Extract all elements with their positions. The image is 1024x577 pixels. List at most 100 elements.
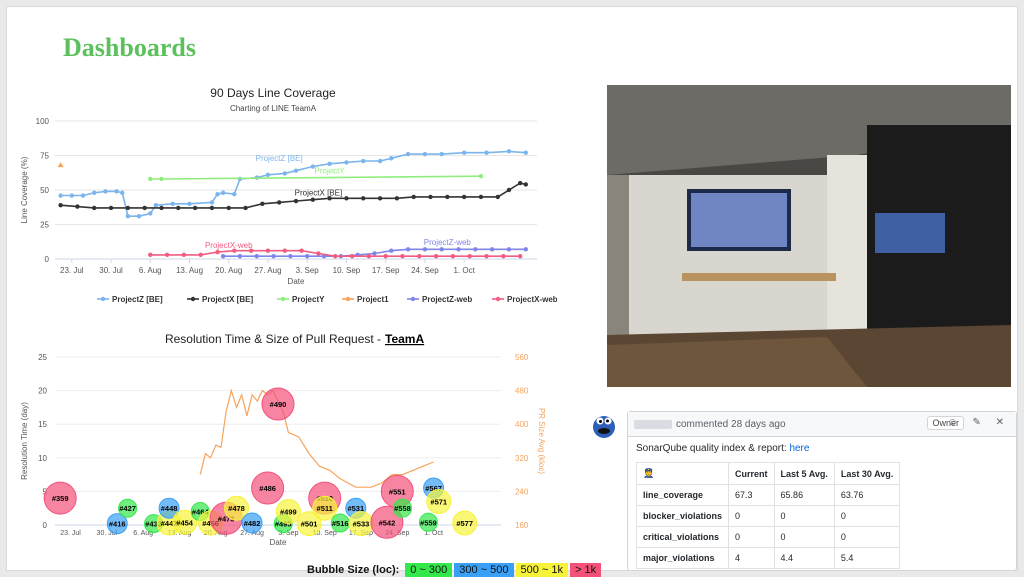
data-point bbox=[422, 151, 428, 157]
bubble-size-chip: 300 ~ 500 bbox=[454, 563, 514, 577]
report-link[interactable]: here bbox=[789, 443, 810, 454]
data-point bbox=[484, 150, 489, 155]
bubble: #542 bbox=[370, 505, 404, 539]
bubble-circle bbox=[172, 509, 198, 535]
cookie-monster-avatar-icon[interactable] bbox=[591, 413, 617, 439]
data-point bbox=[92, 205, 97, 211]
data-point bbox=[58, 193, 63, 198]
data-point bbox=[400, 254, 405, 259]
bubble-label: #427 bbox=[119, 504, 136, 513]
data-point bbox=[461, 150, 467, 155]
series-project1 bbox=[57, 162, 64, 168]
x-tick-label: 27. Aug bbox=[254, 266, 281, 275]
data-point bbox=[439, 151, 444, 157]
y-tick-label: 100 bbox=[36, 117, 50, 126]
data-point bbox=[327, 161, 332, 166]
resolution-time-chart: Resolution Time & Size of Pull Request -… bbox=[20, 332, 546, 547]
page-title: Dashboards bbox=[63, 33, 196, 62]
pr-comment: commented 28 days ago Owner ☺ ✎ ✕ SonarQ… bbox=[591, 411, 1021, 571]
y-right-tick-label: 480 bbox=[515, 387, 529, 396]
chart-title-team: TeamA bbox=[385, 332, 424, 346]
col-current: Current bbox=[728, 462, 775, 485]
bubble-label: #416 bbox=[109, 520, 126, 529]
bubble-label: #448 bbox=[161, 504, 178, 513]
metric-current: 4 bbox=[728, 547, 775, 569]
y-tick-label: 10 bbox=[38, 454, 47, 463]
legend-label: ProjectZ-web bbox=[422, 295, 472, 304]
comment-box: commented 28 days ago Owner ☺ ✎ ✕ SonarQ… bbox=[627, 411, 1017, 571]
bubble-circle bbox=[224, 495, 250, 521]
x-tick-label: 3. Sep bbox=[296, 266, 320, 275]
bubble-label: #490 bbox=[270, 400, 287, 409]
pr-size-line bbox=[199, 388, 434, 488]
data-point bbox=[411, 194, 416, 200]
x-tick-label: 30. Jul bbox=[99, 266, 123, 275]
data-point bbox=[282, 171, 287, 176]
data-point bbox=[265, 248, 271, 253]
bubble-circle bbox=[106, 513, 128, 535]
col-last30: Last 30 Avg. bbox=[833, 462, 901, 485]
data-point bbox=[293, 198, 299, 204]
chart-subtitle: Charting of LINE TeamA bbox=[230, 104, 317, 113]
data-point bbox=[198, 252, 203, 258]
data-point bbox=[276, 200, 282, 205]
series-projectx-be-: ProjectX [BE] bbox=[58, 180, 528, 211]
data-point bbox=[209, 200, 215, 205]
data-point bbox=[445, 194, 450, 200]
data-point bbox=[501, 254, 506, 259]
office-photo-drawing bbox=[607, 85, 1011, 387]
bubble-label: #542 bbox=[379, 518, 396, 527]
bubble-circle bbox=[261, 387, 295, 421]
data-point bbox=[517, 254, 523, 259]
data-point bbox=[293, 168, 299, 173]
bubble-size-chip: > 1k bbox=[570, 563, 602, 577]
data-point bbox=[394, 196, 400, 201]
data-point bbox=[164, 252, 170, 258]
y-tick-label: 75 bbox=[40, 152, 49, 161]
bubble-label: #478 bbox=[228, 504, 245, 513]
y-right-tick-label: 400 bbox=[515, 420, 529, 429]
data-point bbox=[220, 254, 226, 259]
bubble-label: #473 bbox=[218, 514, 235, 523]
bubble-circle bbox=[392, 498, 412, 518]
data-point bbox=[148, 176, 153, 182]
data-point bbox=[159, 205, 164, 211]
data-point bbox=[254, 254, 259, 259]
bubble-label: #531 bbox=[347, 504, 364, 513]
bubble: #516 bbox=[330, 513, 350, 533]
comment-author[interactable] bbox=[634, 419, 672, 429]
data-point bbox=[361, 196, 366, 201]
data-point bbox=[450, 254, 456, 259]
data-point bbox=[383, 254, 388, 259]
y-right-axis-title: PR Size Avg (kloc) bbox=[537, 408, 546, 474]
legend-marker bbox=[495, 296, 501, 302]
x-tick-label: 17. Sep bbox=[372, 266, 400, 275]
legend-label: ProjectX-web bbox=[507, 295, 557, 304]
data-point bbox=[114, 189, 119, 194]
metric-last5: 4.4 bbox=[773, 547, 835, 569]
data-point bbox=[232, 191, 237, 197]
x-tick-label: 24. Sep bbox=[411, 266, 439, 275]
data-point bbox=[517, 180, 523, 186]
data-point bbox=[209, 205, 215, 211]
quality-table: 👮 Current Last 5 Avg. Last 30 Avg. line_… bbox=[635, 462, 901, 569]
data-point bbox=[142, 205, 147, 211]
x-axis-title: Date bbox=[270, 538, 287, 547]
police-icon: 👮 bbox=[635, 462, 730, 485]
bubble: #559 bbox=[418, 512, 438, 532]
metric-name: major_violations bbox=[635, 547, 730, 569]
data-point bbox=[405, 247, 411, 252]
bubble: #533 bbox=[348, 511, 374, 537]
data-point bbox=[103, 189, 108, 194]
bubble: #448 bbox=[158, 497, 180, 519]
bubble: #511 bbox=[312, 495, 338, 521]
data-point bbox=[136, 214, 142, 219]
metric-last5: 65.86 bbox=[773, 484, 835, 506]
data-point bbox=[271, 254, 276, 259]
legend-label: Project1 bbox=[357, 295, 389, 304]
col-last5: Last 5 Avg. bbox=[773, 462, 835, 485]
comment-action-icons[interactable]: ☺ ✎ ✕ bbox=[947, 417, 1010, 428]
data-point bbox=[92, 190, 97, 195]
series-data-label: ProjectZ [BE] bbox=[256, 154, 303, 163]
comment-intro: SonarQube quality index & report: bbox=[636, 443, 790, 454]
